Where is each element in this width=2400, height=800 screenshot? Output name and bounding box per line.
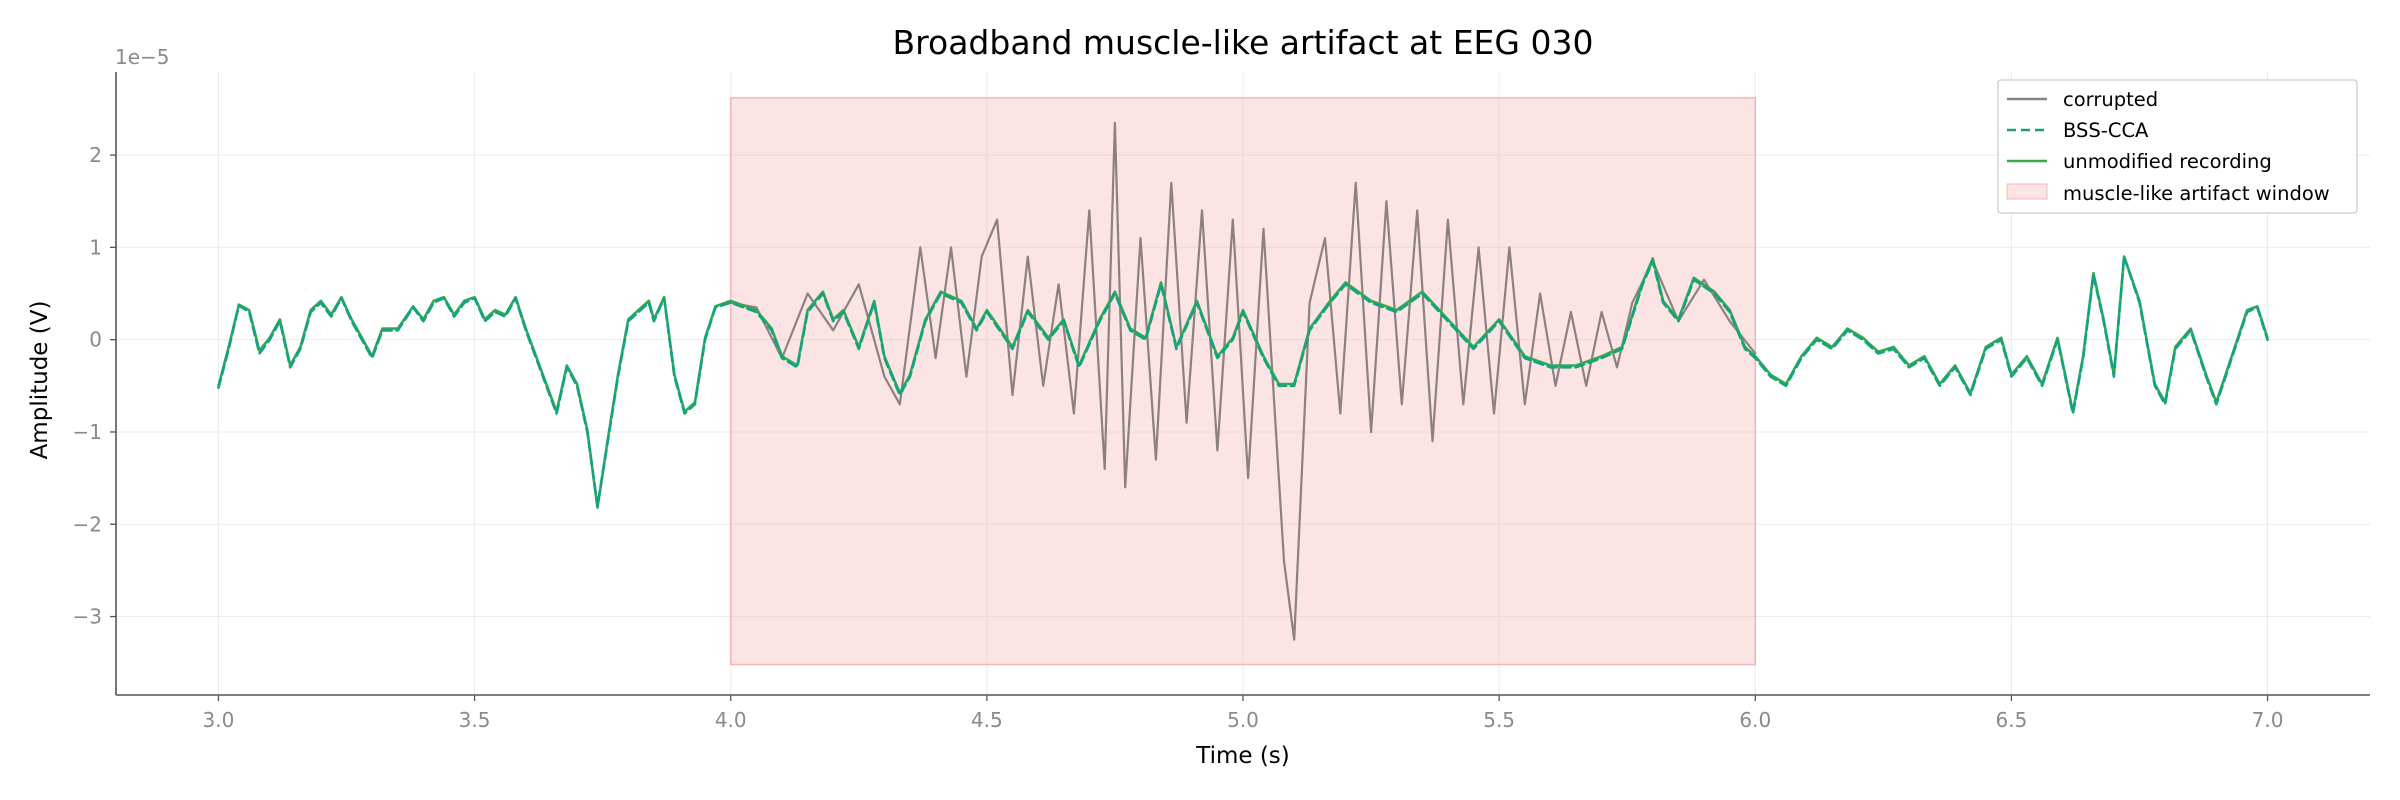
x-tick-label: 6.5 (1996, 708, 2028, 732)
x-tick-label: 5.5 (1483, 708, 1515, 732)
y-tick-label: 2 (89, 143, 102, 167)
legend-frame (1997, 79, 2358, 214)
x-tick-label: 7.0 (2252, 708, 2284, 732)
legend-label-bss-cca: BSS-CCA (2063, 119, 2149, 142)
y-axis-label: Amplitude (V) (27, 301, 53, 460)
chart-title: Broadband muscle-like artifact at EEG 03… (893, 23, 1594, 62)
x-tick-label: 3.5 (459, 708, 491, 732)
x-tick-label: 3.0 (203, 708, 235, 732)
x-tick-label: 4.0 (715, 708, 747, 732)
y-offset-text: 1e−5 (115, 45, 170, 69)
legend: corrupted BSS-CCA unmodified recording m… (1997, 79, 2358, 214)
x-tick-label: 5.0 (1227, 708, 1259, 732)
y-tick-label: −3 (73, 605, 102, 629)
y-tick-label: −2 (73, 512, 102, 536)
x-tick-label: 4.5 (971, 708, 1003, 732)
y-tick-label: −1 (73, 420, 102, 444)
y-tick-label: 1 (89, 235, 102, 259)
legend-label-artifact-window: muscle-like artifact window (2063, 182, 2330, 205)
legend-label-corrupted: corrupted (2063, 88, 2158, 111)
series-line-corrupted (729, 121, 1757, 641)
x-axis-label: Time (s) (1195, 743, 1290, 769)
legend-swatch-artifact-window (2006, 183, 2048, 200)
legend-label-unmodified-recording: unmodified recording (2063, 150, 2272, 173)
series-line-bss-cca (217, 255, 2269, 508)
series-layer (217, 121, 2269, 641)
y-tick-label: 0 (89, 328, 102, 352)
x-ticks: 3.0 3.5 4.0 4.5 5.0 5.5 6.0 6.5 7.0 (203, 695, 2284, 732)
y-ticks: −3 −2 −1 0 1 2 (73, 143, 116, 629)
x-tick-label: 6.0 (1739, 708, 1771, 732)
